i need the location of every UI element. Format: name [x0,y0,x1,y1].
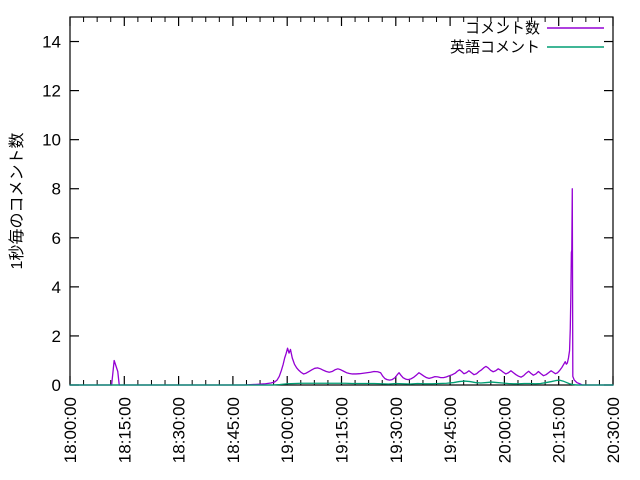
x-tick-label: 18:30:00 [170,397,189,463]
y-tick-label: 2 [52,327,61,346]
legend-label-0: コメント数 [465,20,540,37]
x-tick-label: 20:00:00 [495,397,514,463]
x-tick-label: 20:30:00 [604,397,623,463]
x-axis-ticks [69,17,614,385]
x-tick-label: 19:15:00 [333,397,352,463]
x-tick-label: 19:30:00 [387,397,406,463]
x-tick-label: 19:00:00 [278,397,297,463]
x-tick-label: 18:45:00 [224,397,243,463]
y-axis-title: 1秒毎のコメント数 [8,133,26,270]
plot-frame [69,16,614,386]
y-tick-label: 4 [52,278,61,297]
y-tick-label: 8 [52,180,61,199]
legend-label-1: 英語コメント [450,38,540,56]
y-tick-label: 6 [52,229,61,248]
series-line-1 [69,379,614,386]
y-axis-tick-labels: 0 2 4 6 8 10 12 14 [42,33,61,395]
data-series-group [69,188,614,386]
x-tick-label: 18:00:00 [61,397,80,463]
y-tick-label: 14 [42,33,61,52]
x-tick-label: 20:15:00 [550,397,569,463]
x-tick-label: 19:45:00 [441,397,460,463]
x-axis-tick-labels: 18:00:00 18:15:00 18:30:00 18:45:00 19:00:00… [61,397,623,463]
y-axis-ticks [70,40,613,386]
series-line-0 [69,188,614,386]
y-tick-label: 10 [42,131,61,150]
y-tick-label: 12 [42,82,61,101]
y-tick-label: 0 [52,376,61,395]
x-tick-label: 18:15:00 [115,397,134,463]
